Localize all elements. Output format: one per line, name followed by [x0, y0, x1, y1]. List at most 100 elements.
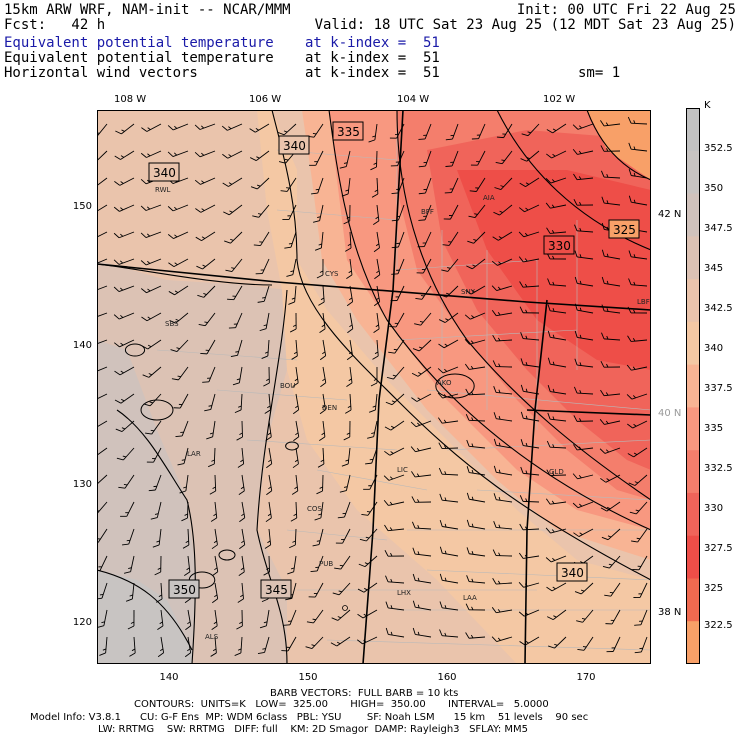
- wind-barb: [197, 285, 216, 298]
- wind-barb: [367, 420, 378, 439]
- wind-barb: [140, 285, 162, 294]
- city-label: LAA: [463, 594, 477, 602]
- wind-barb: [334, 555, 351, 570]
- city-label: SBS: [165, 320, 179, 328]
- wind-barb: [415, 285, 432, 300]
- wind-barb: [465, 603, 486, 611]
- wind-barb: [466, 258, 486, 270]
- wind-barb: [634, 636, 648, 654]
- contour-label-330: 330: [543, 235, 575, 255]
- wind-barb: [412, 547, 432, 557]
- wind-barb: [444, 177, 459, 194]
- city-label: COS: [307, 505, 322, 513]
- wind-barb: [545, 527, 567, 534]
- colorbar-band: [686, 321, 700, 366]
- wind-barb: [606, 636, 621, 653]
- wind-barb: [494, 177, 513, 190]
- wind-barb: [520, 439, 540, 449]
- wind-barb: [573, 528, 594, 537]
- wind-barb: [345, 231, 352, 252]
- wind-barb: [492, 549, 513, 557]
- city-label: LAR: [187, 450, 201, 458]
- wind-barb: [122, 528, 135, 546]
- wind-barb: [391, 231, 405, 249]
- field-3-level: at k-index = 51: [305, 65, 440, 81]
- wind-barb: [545, 177, 567, 184]
- wind-barb: [115, 123, 135, 135]
- wind-barb: [573, 198, 594, 206]
- wind-barb: [292, 447, 299, 469]
- wind-barb: [416, 258, 432, 274]
- wind-barb: [330, 636, 351, 647]
- wind-barb: [465, 388, 486, 396]
- wind-barb: [572, 473, 594, 480]
- wind-barb: [519, 306, 540, 314]
- wind-barb: [574, 224, 594, 233]
- wind-barb: [194, 177, 216, 185]
- wind-barb: [236, 420, 243, 441]
- wind-barb: [384, 447, 405, 456]
- county-lines: [156, 110, 651, 651]
- contour-line: [586, 110, 651, 181]
- wind-barb: [234, 636, 243, 656]
- wind-barb: [385, 575, 405, 584]
- init-time: Init: 00 UTC Fri 22 Aug 25: [516, 2, 736, 18]
- wind-barb: [288, 285, 297, 305]
- wind-barb: [347, 312, 354, 334]
- wind-barb: [410, 446, 432, 453]
- wind-barb: [157, 609, 164, 630]
- wind-barb: [372, 339, 379, 360]
- wind-barb: [202, 366, 216, 383]
- wind-barb: [572, 123, 594, 130]
- wind-barb: [628, 142, 648, 152]
- wind-barb: [493, 465, 513, 476]
- city-label: AKO: [437, 379, 452, 387]
- wind-barb: [492, 360, 513, 368]
- grid-y-120: 120: [72, 617, 92, 628]
- wind-barb: [547, 330, 567, 341]
- wind-barb: [370, 366, 378, 387]
- contour-label-325: 325: [608, 219, 640, 239]
- wind-barb: [257, 285, 270, 303]
- wind-barb: [113, 339, 135, 348]
- wind-barb: [150, 501, 162, 520]
- wind-barb: [265, 420, 272, 442]
- wind-barb: [464, 338, 486, 345]
- wind-barb: [466, 575, 486, 584]
- wind-barb: [211, 582, 219, 604]
- wind-barb: [238, 474, 245, 496]
- wind-barb: [179, 474, 189, 494]
- svg-text:340: 340: [283, 139, 306, 153]
- wind-barb: [249, 150, 270, 161]
- wind-barb: [114, 177, 135, 186]
- wind-barb: [341, 177, 351, 197]
- wind-barb: [146, 447, 162, 463]
- lat-label-38n: 38 N: [658, 607, 682, 618]
- lon-label-102w: 102 W: [543, 94, 576, 105]
- wind-barb: [145, 420, 162, 435]
- wind-barb: [439, 601, 459, 611]
- wind-barb: [196, 258, 216, 270]
- wind-barb: [223, 204, 243, 216]
- wind-barb: [545, 555, 567, 563]
- band-322: [587, 110, 651, 180]
- wind-barb: [466, 492, 486, 503]
- wind-barb: [440, 285, 459, 298]
- wind-barb: [115, 420, 135, 432]
- contour-line: [97, 263, 273, 286]
- wind-barb: [211, 609, 218, 631]
- wind-barb: [157, 636, 165, 658]
- wind-barb: [438, 339, 459, 349]
- wind-barb: [346, 258, 353, 279]
- contour-line: [396, 110, 651, 501]
- wind-barb: [184, 636, 192, 658]
- wind-barb: [439, 493, 459, 503]
- wind-barb: [365, 447, 378, 465]
- colorbar-band: [686, 108, 700, 152]
- wind-barb: [282, 204, 297, 220]
- colorbar-band: [686, 364, 700, 408]
- wind-barb: [97, 366, 108, 374]
- wind-barb: [173, 393, 189, 409]
- wind-barb: [466, 439, 486, 449]
- wind-barb: [493, 386, 513, 395]
